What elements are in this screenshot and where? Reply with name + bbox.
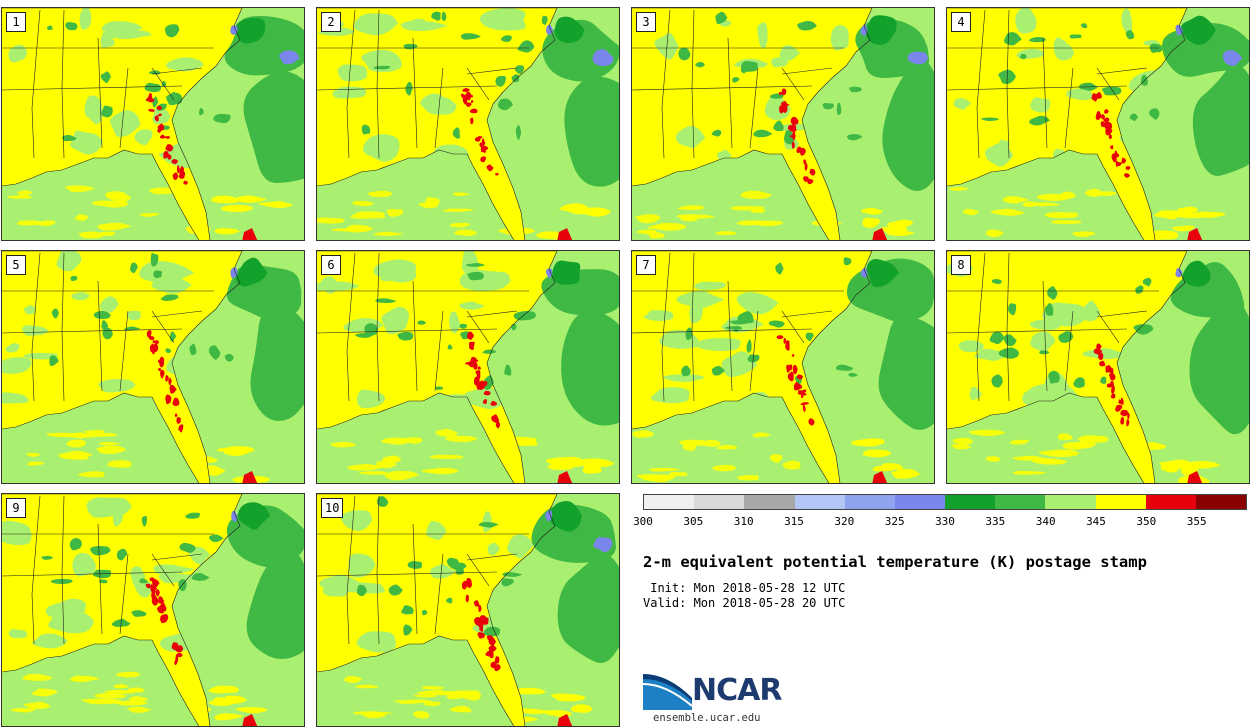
ncar-swoosh-icon — [642, 674, 693, 710]
colorbar-segment — [744, 495, 795, 509]
colorbar-tick-label: 350 — [1136, 515, 1157, 528]
colorbar-tick-label: 310 — [733, 515, 754, 528]
panel-number: 2 — [321, 12, 341, 32]
colorbar-tick-label: 305 — [683, 515, 704, 528]
panel-number: 4 — [951, 12, 971, 32]
ensemble-member-map — [2, 8, 304, 240]
colorbar-segment — [894, 495, 946, 509]
page-title: 2-m equivalent potential temperature (K)… — [643, 553, 1147, 571]
colorbar-tick-label: 330 — [935, 515, 955, 528]
colorbar-segment — [1095, 495, 1146, 509]
colorbar — [643, 494, 1247, 510]
colorbar-segment — [844, 495, 895, 509]
colorbar-segment — [1145, 495, 1196, 509]
ensemble-member-map — [317, 8, 619, 240]
map-panel-10: 10 — [316, 493, 620, 727]
map-panel-3: 3 — [631, 7, 935, 241]
colorbar-tick-label: 315 — [784, 515, 804, 528]
map-panel-4: 4 — [946, 7, 1250, 241]
colorbar-tick-label: 355 — [1186, 515, 1207, 528]
colorbar-segment — [945, 495, 996, 509]
panel-number: 5 — [6, 255, 26, 275]
colorbar-segment — [694, 495, 745, 509]
colorbar-tick-label: 345 — [1086, 515, 1106, 528]
logo-name: NCAR — [692, 673, 782, 708]
colorbar-tick-label: 340 — [1035, 515, 1056, 528]
valid-time: Valid: Mon 2018-05-28 20 UTC — [643, 596, 846, 610]
ncar-logo: NCAR ensemble.ucar.edu — [642, 670, 802, 726]
ensemble-member-map — [2, 494, 304, 726]
panel-number: 3 — [636, 12, 656, 32]
map-panel-6: 6 — [316, 250, 620, 484]
panel-number: 6 — [321, 255, 341, 275]
ensemble-member-map — [632, 251, 934, 483]
colorbar-segment — [794, 495, 845, 509]
colorbar-tick-label: 320 — [834, 515, 855, 528]
panel-number: 7 — [636, 255, 656, 275]
colorbar-tick-label: 325 — [884, 515, 905, 528]
panel-number: 10 — [321, 498, 344, 518]
ensemble-member-map — [947, 251, 1249, 483]
panel-number: 1 — [6, 12, 26, 32]
colorbar-segment — [1045, 495, 1096, 509]
ensemble-member-map — [947, 8, 1249, 240]
map-panel-8: 8 — [946, 250, 1250, 484]
map-panel-2: 2 — [316, 7, 620, 241]
logo-url: ensemble.ucar.edu — [653, 712, 761, 724]
ensemble-member-map — [2, 251, 304, 483]
ensemble-member-map — [317, 251, 619, 483]
ensemble-member-map — [317, 494, 619, 726]
ensemble-member-map — [632, 8, 934, 240]
map-panel-5: 5 — [1, 250, 305, 484]
map-panel-7: 7 — [631, 250, 935, 484]
colorbar-segment — [995, 495, 1046, 509]
colorbar-tick-label: 300 — [633, 515, 653, 528]
map-panel-1: 1 — [1, 7, 305, 241]
colorbar-segment — [1195, 495, 1247, 509]
colorbar-tick-label: 335 — [985, 515, 1006, 528]
panel-number: 8 — [951, 255, 971, 275]
map-panel-9: 9 — [1, 493, 305, 727]
panel-number: 9 — [6, 498, 26, 518]
colorbar-segment — [644, 495, 695, 509]
init-time: Init: Mon 2018-05-28 12 UTC — [643, 581, 846, 595]
